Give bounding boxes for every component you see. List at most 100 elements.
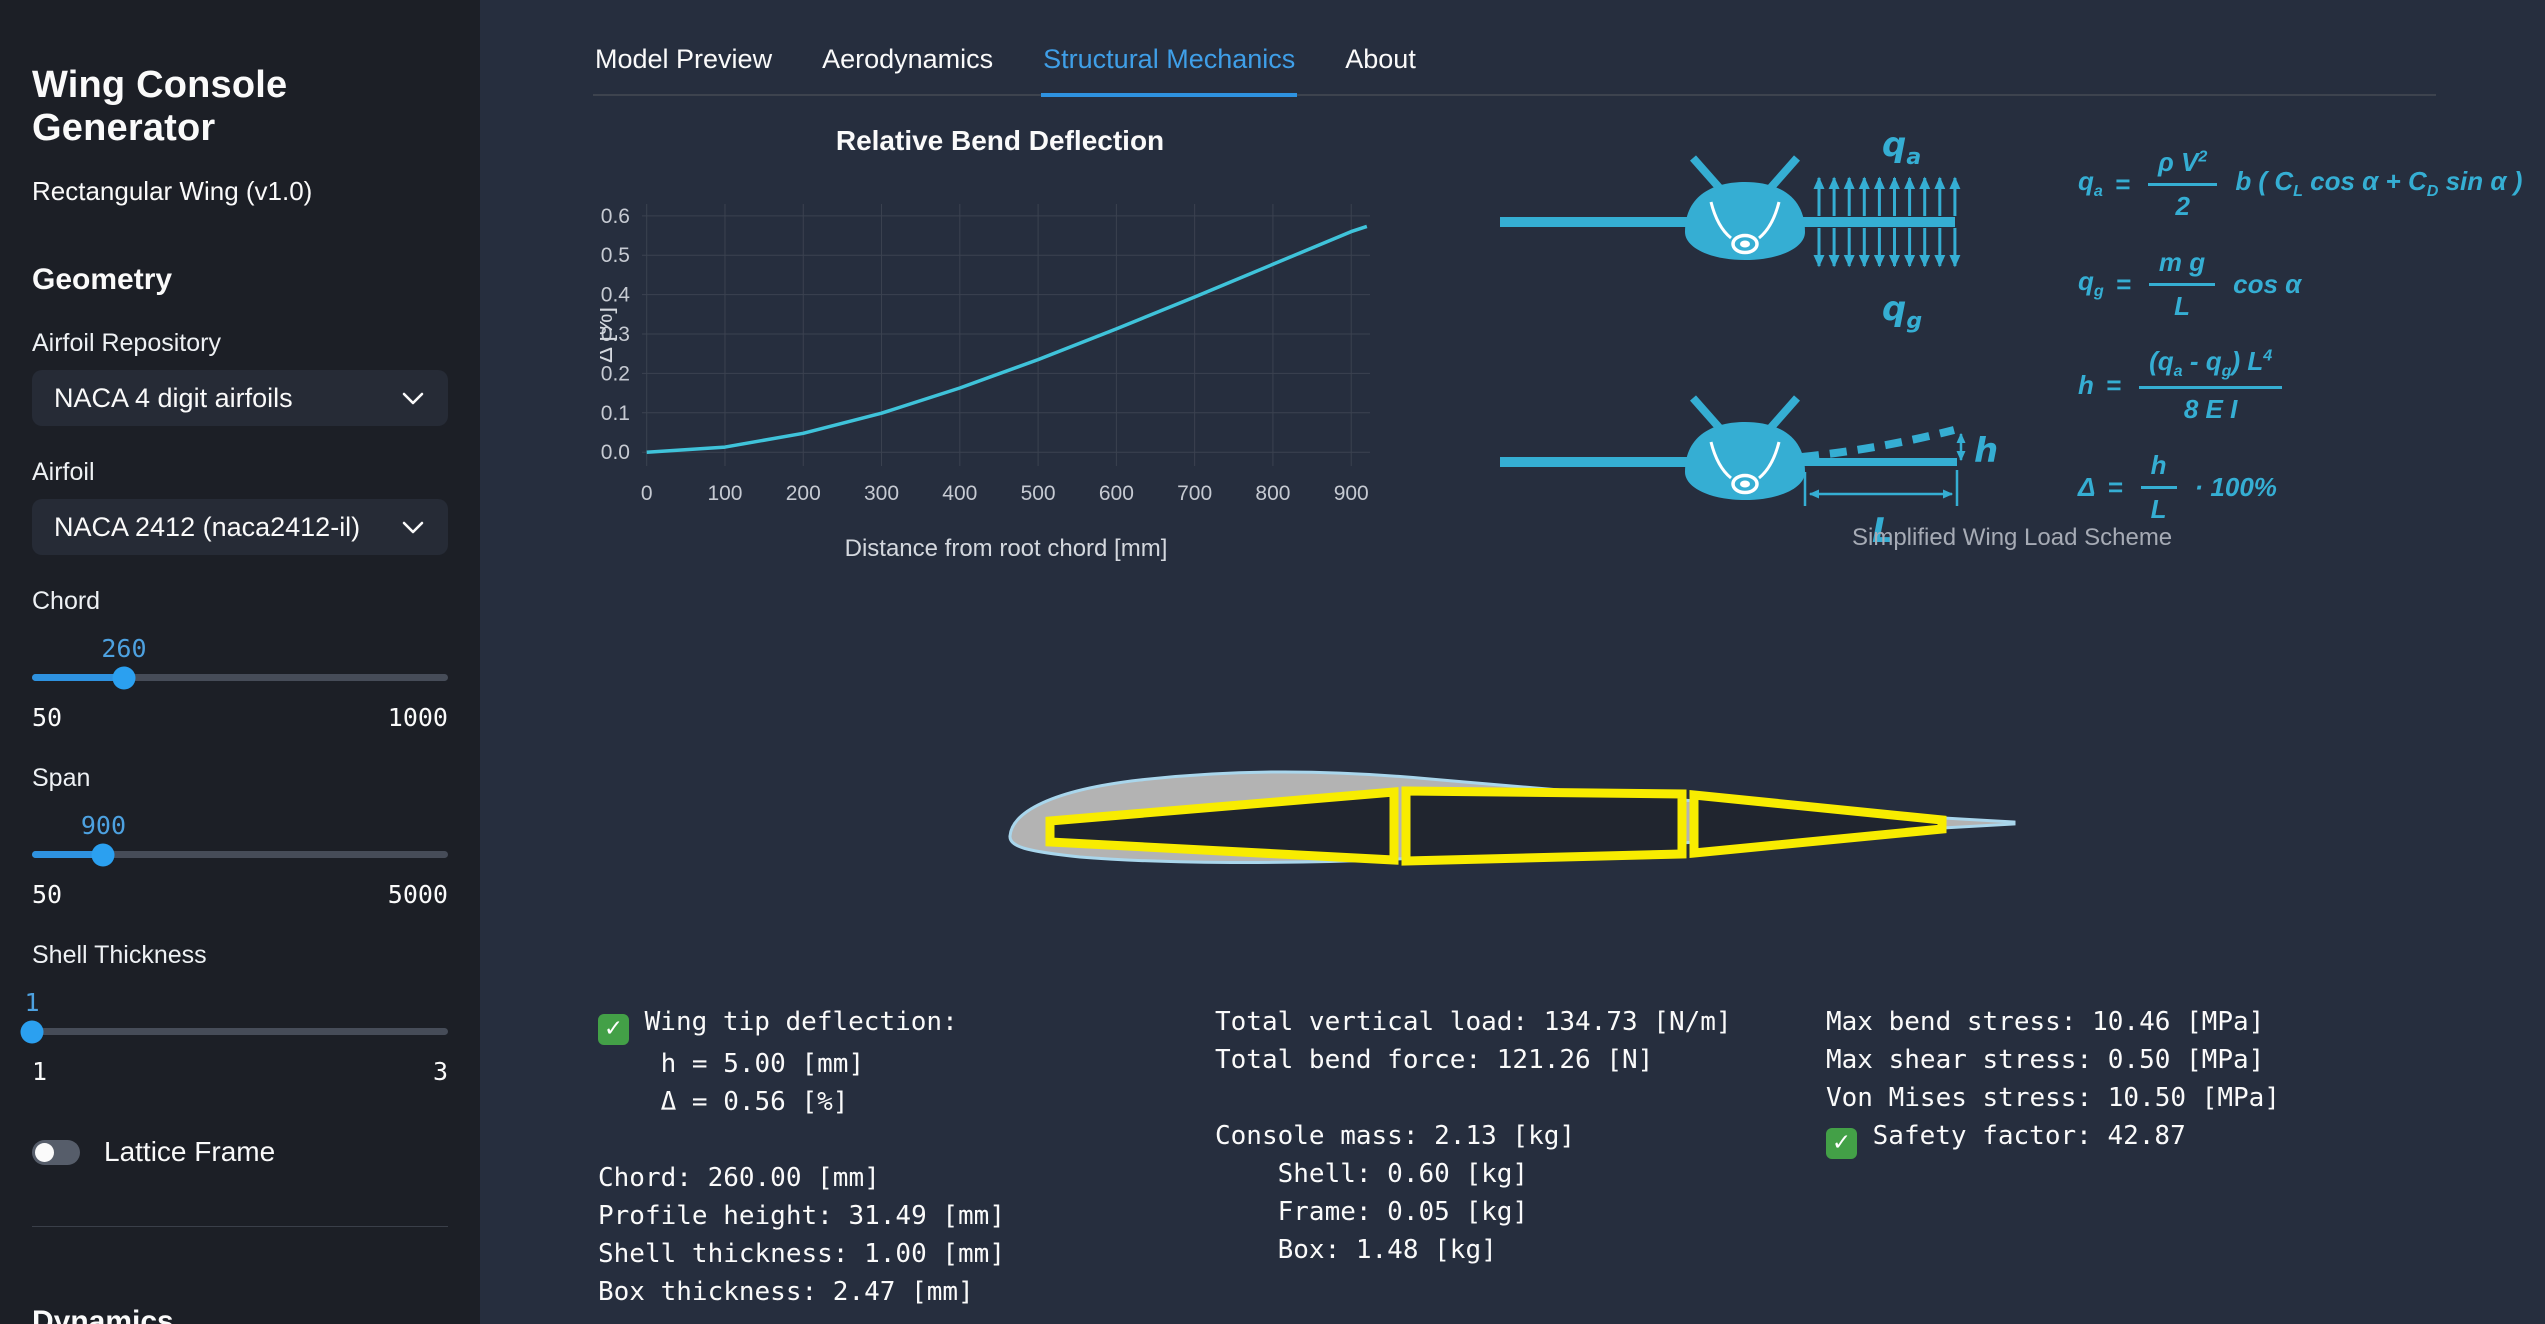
- right-wing-line: [1803, 458, 1957, 466]
- chord-slider-value: 260: [101, 634, 147, 663]
- results-load-mass-column: Total vertical load: 134.73 [N/m] Total b…: [1215, 1003, 1732, 1269]
- svg-text:300: 300: [864, 482, 899, 505]
- result-line: Max shear stress: 0.50 [MPa]: [1826, 1045, 2265, 1075]
- shell-thickness-min-label: 1: [32, 1057, 48, 1086]
- h-label: h: [1974, 431, 1998, 471]
- svg-text:0.4: 0.4: [601, 284, 631, 307]
- chord-slider: Chord 260 50 1000: [32, 587, 448, 732]
- svg-text:700: 700: [1177, 482, 1212, 505]
- airfoil-repository-label: Airfoil Repository: [32, 329, 221, 357]
- svg-text:0: 0: [641, 482, 653, 505]
- result-line: ✓ Wing tip deflection:: [598, 1003, 1005, 1045]
- distributed-load-arrows: [1813, 176, 1961, 268]
- tab-structural-mechanics[interactable]: Structural Mechanics: [1041, 36, 1298, 97]
- rear-frame-cell: [1689, 790, 1947, 858]
- airfoil-value: NACA 2412 (naca2412-il): [54, 511, 361, 542]
- left-wing-line: [1500, 457, 1687, 467]
- sidebar: Wing Console Generator Rectangular Wing …: [0, 0, 480, 1324]
- deflected-wing-dashed-line: [1801, 426, 1955, 461]
- chord-slider-track[interactable]: 260: [32, 634, 448, 689]
- span-max-label: 5000: [387, 880, 448, 909]
- svg-text:Distance from root chord [mm]: Distance from root chord [mm]: [845, 535, 1168, 562]
- result-line: Total bend force: 121.26 [N]: [1215, 1045, 1654, 1075]
- aero-load-label: qa: [1882, 125, 1921, 170]
- svg-text:900: 900: [1334, 482, 1369, 505]
- airfoil-cross-section: [1008, 770, 2016, 866]
- result-line: ✓ Safety factor: 42.87: [1826, 1117, 2280, 1159]
- toggle-knob: [35, 1142, 54, 1162]
- svg-text:600: 600: [1099, 482, 1134, 505]
- result-line: Box: 1.48 [kg]: [1215, 1235, 1497, 1265]
- box-frame-cell: [1401, 786, 1687, 866]
- chevron-down-icon: [402, 392, 424, 405]
- result-line: Von Mises stress: 10.50 [MPa]: [1826, 1083, 2280, 1113]
- chord-slider-thumb[interactable]: [112, 666, 136, 689]
- span-slider-track[interactable]: 900: [32, 811, 448, 866]
- tab-aerodynamics[interactable]: Aerodynamics: [822, 44, 994, 74]
- result-line: Console mass: 2.13 [kg]: [1215, 1121, 1576, 1151]
- svg-text:0.2: 0.2: [601, 362, 630, 385]
- airfoil-select[interactable]: NACA 2412 (naca2412-il): [32, 499, 448, 555]
- check-icon: ✓: [1826, 1127, 1857, 1159]
- result-line: Profile height: 31.49 [mm]: [598, 1200, 1005, 1231]
- svg-text:0.1: 0.1: [601, 402, 630, 425]
- l-label: L: [1872, 511, 1894, 551]
- span-slider-value: 900: [80, 811, 126, 840]
- result-line: Max bend stress: 10.46 [MPa]: [1826, 1007, 2265, 1037]
- formula-row: h = (qa - qg) L4 8 E I: [2078, 346, 2545, 425]
- lattice-frame-toggle[interactable]: [32, 1139, 80, 1165]
- chart-title: Relative Bend Deflection: [835, 125, 1165, 156]
- formula-row: Δ = h L · 100%: [2078, 449, 2277, 524]
- shell-thickness-label: Shell Thickness: [32, 941, 207, 969]
- svg-text:200: 200: [786, 482, 821, 505]
- chart-plot-area: 0 100 200 300 400 500 600 700 800 900 0.0 0.1 0.2 0.3…: [600, 204, 1370, 562]
- formula-row: qa = ρ V2 2 b ( CL cos α + CD sin α ): [2078, 146, 2523, 221]
- wing-deflection-diagram: h L: [1500, 362, 1998, 551]
- shell-thickness-slider-track[interactable]: 1: [20, 988, 448, 1043]
- svg-text:0.0: 0.0: [601, 441, 630, 464]
- result-line: h = 5.00 [mm]: [598, 1048, 865, 1079]
- svg-text:100: 100: [707, 482, 742, 505]
- svg-text:800: 800: [1255, 482, 1290, 505]
- lattice-frame-row: Lattice Frame: [32, 1136, 448, 1168]
- span-slider: Span 900 50 5000: [32, 764, 448, 909]
- svg-text:0.6: 0.6: [601, 205, 630, 228]
- shell-thickness-slider-thumb[interactable]: [20, 1020, 44, 1043]
- app-title: Wing Console Generator: [32, 64, 288, 149]
- airfoil-repository-select[interactable]: NACA 4 digit airfoils: [32, 370, 448, 426]
- results-deflection-column: ✓ Wing tip deflection: h = 5.00 [mm] Δ =…: [598, 1003, 1005, 1311]
- gravity-load-label: qg: [1882, 289, 1922, 334]
- result-line: Box thickness: 2.47 [mm]: [598, 1276, 974, 1307]
- svg-text:400: 400: [942, 482, 977, 505]
- airfoil-repository-value: NACA 4 digit airfoils: [54, 382, 293, 413]
- lattice-frame-label: Lattice Frame: [104, 1136, 276, 1167]
- chevron-down-icon: [402, 521, 424, 534]
- tab-about[interactable]: About: [1345, 44, 1416, 74]
- result-line: Frame: 0.05 [kg]: [1215, 1197, 1529, 1227]
- result-line: Shell: 0.60 [kg]: [1215, 1159, 1529, 1189]
- svg-text:0.3: 0.3: [601, 323, 630, 346]
- tab-model-preview[interactable]: Model Preview: [595, 44, 773, 74]
- wing-load-diagram: qa qg: [1500, 125, 1961, 334]
- svg-text:500: 500: [1021, 482, 1056, 505]
- bend-deflection-chart: Relative Bend Deflection 0 100 200 300 400 50…: [600, 118, 1400, 584]
- scheme-caption: Simplified Wing Load Scheme: [1852, 524, 2173, 551]
- svg-text:Δ [%]: Δ [%]: [600, 307, 618, 363]
- app-subtitle: Rectangular Wing (v1.0): [32, 176, 313, 206]
- shell-thickness-slider: Shell Thickness 1 1 3: [20, 941, 448, 1086]
- results-stress-column: Max bend stress: 10.46 [MPa] Max shear st…: [1826, 1003, 2280, 1159]
- result-line: Δ = 0.56 [%]: [598, 1086, 849, 1117]
- span-label: Span: [32, 764, 91, 792]
- front-frame-cell: [1045, 787, 1399, 865]
- slider-fill: [32, 851, 104, 858]
- check-icon: ✓: [598, 1013, 629, 1045]
- shell-thickness-slider-value: 1: [24, 988, 40, 1017]
- left-wing-line: [1500, 217, 1687, 227]
- airfoil-label: Airfoil: [32, 458, 95, 486]
- geometry-heading: Geometry: [32, 263, 173, 296]
- main-content: Model Preview Aerodynamics Structural Me…: [480, 0, 2545, 1324]
- dynamics-heading: Dynamics: [32, 1305, 174, 1324]
- span-slider-thumb[interactable]: [91, 843, 115, 866]
- result-line: [1215, 1079, 1732, 1117]
